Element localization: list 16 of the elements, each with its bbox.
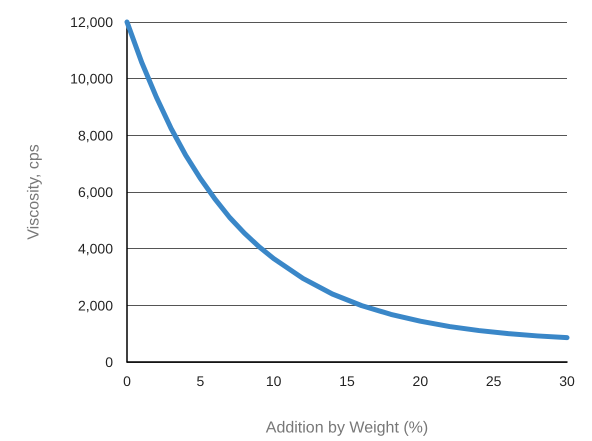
y-tick-label: 10,000	[70, 70, 114, 87]
x-axis-title: Addition by Weight (%)	[266, 420, 428, 436]
y-tick-label: 0	[105, 354, 114, 370]
x-tick-label: 0	[123, 373, 132, 389]
y-tick-label: 2,000	[78, 297, 114, 314]
y-tick-label: 8,000	[78, 127, 114, 144]
x-tick-label: 10	[266, 373, 282, 389]
x-tick-label: 20	[412, 373, 428, 389]
y-tick-label: 12,000	[70, 14, 114, 30]
x-tick-label: 30	[559, 373, 575, 389]
y-axis-title: Viscosity, cps	[26, 144, 42, 240]
x-tick-label: 15	[339, 373, 355, 389]
x-tick-label: 25	[486, 373, 502, 389]
x-tick-label: 5	[196, 373, 204, 389]
y-tick-label: 4,000	[78, 240, 114, 257]
y-tick-label: 6,000	[78, 184, 114, 200]
